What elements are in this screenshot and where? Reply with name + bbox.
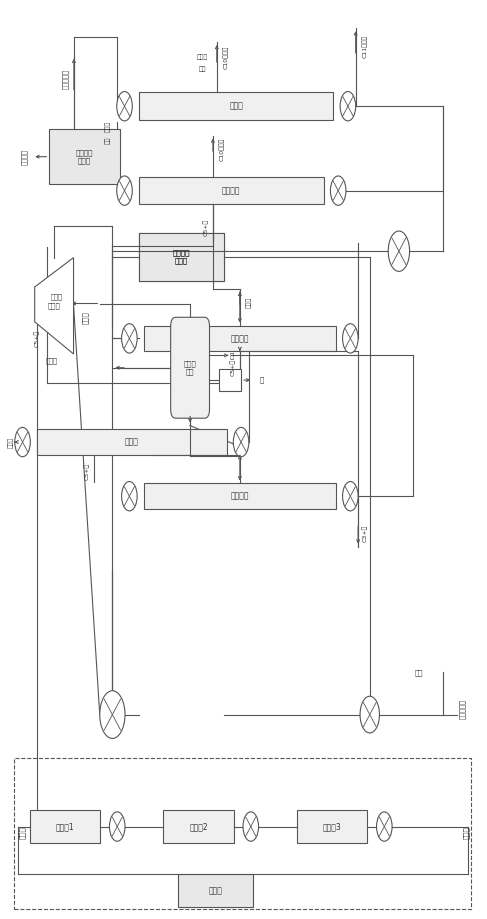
Text: 催化剂: 催化剂	[19, 826, 26, 839]
Bar	[144, 483, 336, 509]
Text: 甲醇化过
滤吸附: 甲醇化过 滤吸附	[173, 249, 190, 265]
Bar	[139, 176, 324, 204]
Circle shape	[340, 92, 356, 121]
Text: 不凝气: 不凝气	[9, 437, 14, 448]
Text: 油: 油	[229, 352, 233, 358]
Text: 催化剂: 催化剂	[463, 826, 469, 839]
Circle shape	[110, 811, 125, 841]
Circle shape	[243, 811, 259, 841]
Circle shape	[376, 811, 392, 841]
Bar	[139, 233, 224, 280]
Text: 循环气: 循环气	[46, 357, 57, 364]
Text: 甲醇: 甲醇	[415, 669, 424, 675]
Circle shape	[15, 427, 30, 457]
Bar	[49, 130, 120, 184]
Text: 压缩机: 压缩机	[48, 302, 60, 309]
Text: 气油: 气油	[199, 67, 206, 73]
Text: C5+油: C5+油	[84, 463, 90, 480]
Text: 脱丙烷塔: 脱丙烷塔	[231, 334, 249, 343]
Text: 精馏塔: 精馏塔	[229, 102, 243, 110]
Text: 反应生成气: 反应生成气	[459, 699, 466, 719]
Text: C3+油: C3+油	[362, 524, 368, 541]
Text: 甲醇化过
滤吸附: 甲醇化过 滤吸附	[173, 249, 190, 265]
Text: 结晶母液: 结晶母液	[21, 149, 27, 165]
Bar	[30, 810, 100, 843]
Text: 非制御: 非制御	[208, 886, 223, 895]
Bar	[297, 810, 367, 843]
Circle shape	[330, 176, 346, 205]
Text: C10重方烃: C10重方烃	[223, 46, 228, 69]
Text: 循环气: 循环气	[82, 311, 89, 323]
Text: C5+油: C5+油	[203, 219, 208, 236]
Text: 反应器3: 反应器3	[323, 822, 341, 831]
Text: 金属硫化
物脱除: 金属硫化 物脱除	[75, 149, 93, 165]
Polygon shape	[35, 257, 74, 354]
Circle shape	[360, 697, 379, 733]
Text: 脱丁烷塔: 脱丁烷塔	[222, 187, 241, 195]
Text: 吸收塔: 吸收塔	[125, 437, 139, 447]
Text: 反应器2: 反应器2	[189, 822, 208, 831]
Bar	[139, 233, 224, 280]
Circle shape	[122, 482, 137, 511]
Circle shape	[342, 482, 358, 511]
Text: 水: 水	[260, 377, 264, 383]
Circle shape	[233, 427, 249, 457]
Circle shape	[117, 176, 132, 205]
Bar	[139, 93, 333, 120]
Circle shape	[100, 691, 125, 739]
Bar	[14, 758, 471, 909]
Text: 重方烃: 重方烃	[197, 55, 208, 61]
FancyBboxPatch shape	[170, 317, 209, 418]
Bar	[163, 810, 234, 843]
Text: 重方烃: 重方烃	[105, 120, 111, 132]
Text: 三相分
离罐: 三相分 离罐	[184, 360, 196, 375]
Circle shape	[388, 231, 410, 271]
Circle shape	[122, 323, 137, 353]
Text: C11重方烃: C11重方烃	[362, 35, 367, 58]
Text: C5+油: C5+油	[34, 330, 40, 347]
Text: 弛放气: 弛放气	[51, 294, 62, 301]
Text: C10重方烃: C10重方烃	[219, 138, 225, 161]
Bar	[178, 874, 253, 907]
Bar	[144, 325, 336, 351]
Circle shape	[342, 323, 358, 353]
Text: C5+油: C5+油	[230, 359, 235, 377]
Text: 液化气: 液化气	[246, 297, 251, 308]
Bar	[219, 369, 241, 391]
Circle shape	[117, 92, 132, 121]
Text: 气油: 气油	[105, 136, 111, 144]
Text: 反应器1: 反应器1	[56, 822, 75, 831]
Bar	[37, 429, 226, 455]
Text: 纯四甲基苯: 纯四甲基苯	[62, 69, 69, 89]
Text: 脱乙烷塔: 脱乙烷塔	[231, 492, 249, 501]
